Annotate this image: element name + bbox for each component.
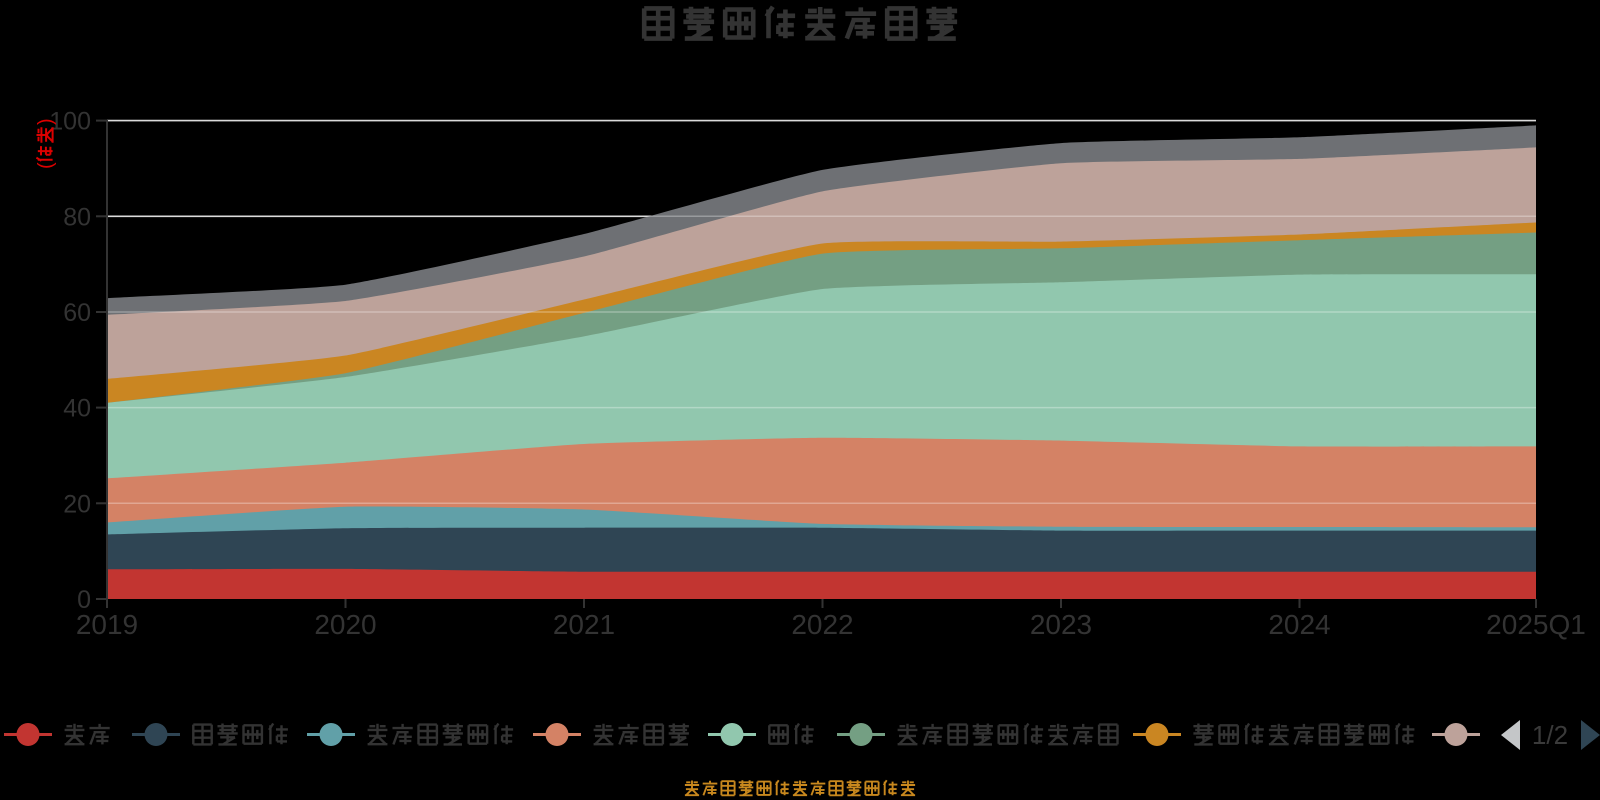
- svg-text:40: 40: [63, 395, 91, 423]
- svg-text:0: 0: [77, 586, 91, 614]
- svg-text:2025Q1: 2025Q1: [1486, 609, 1586, 640]
- svg-text:2021: 2021: [553, 609, 615, 640]
- svg-text:2024: 2024: [1268, 609, 1330, 640]
- svg-text:20: 20: [63, 490, 91, 518]
- svg-text:100: 100: [49, 108, 91, 136]
- svg-text:2023: 2023: [1030, 609, 1092, 640]
- svg-text:80: 80: [63, 203, 91, 231]
- svg-text:): ): [35, 118, 57, 125]
- svg-text:2019: 2019: [76, 609, 138, 640]
- svg-text:2020: 2020: [314, 609, 376, 640]
- svg-text:60: 60: [63, 299, 91, 327]
- svg-text:1/2: 1/2: [1532, 720, 1568, 750]
- svg-text:(: (: [35, 162, 57, 169]
- svg-text:2022: 2022: [791, 609, 853, 640]
